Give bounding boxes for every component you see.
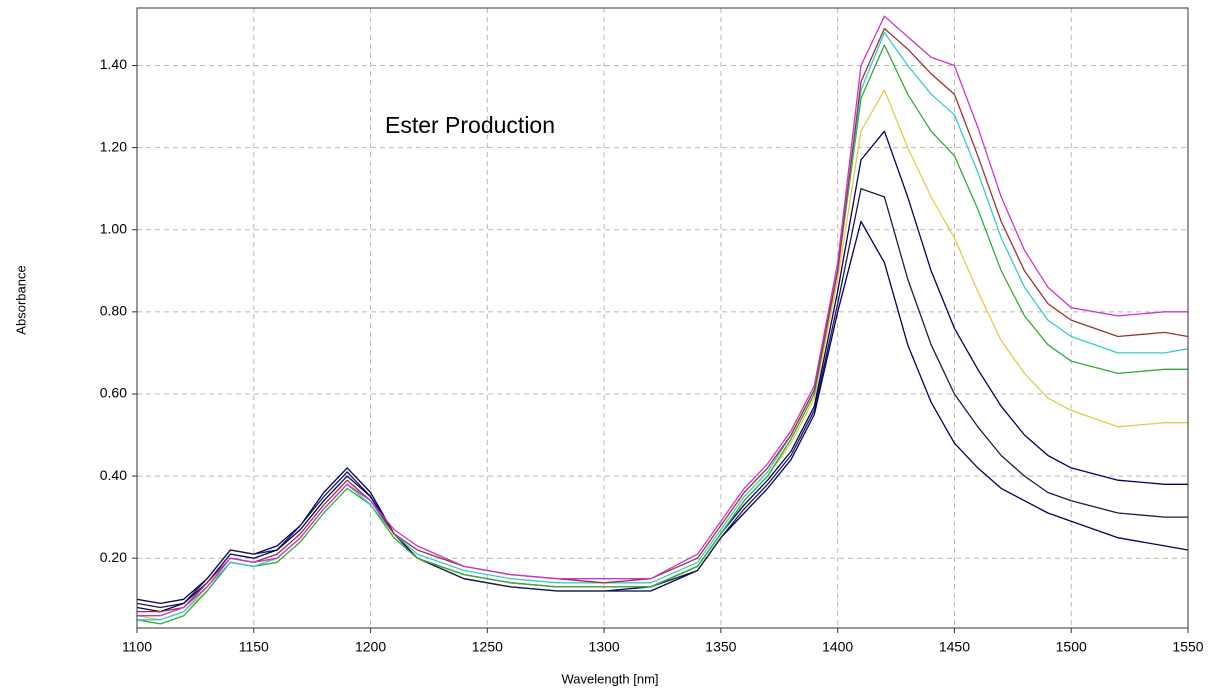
x-tick-label: 1100 bbox=[122, 639, 152, 655]
plot-lines bbox=[137, 15, 1188, 625]
x-tick-label: 1500 bbox=[1056, 639, 1087, 655]
x-tick-label: 1350 bbox=[705, 639, 736, 655]
spectrum-line bbox=[137, 89, 1188, 621]
spectrum-line bbox=[137, 188, 1188, 609]
x-tick-label: 1250 bbox=[472, 639, 503, 655]
y-tick-label: 0.20 bbox=[100, 549, 127, 565]
y-tick-label: 1.00 bbox=[100, 220, 127, 236]
x-tick-label: 1200 bbox=[355, 639, 386, 655]
spectrum-line bbox=[137, 15, 1188, 617]
y-tick-label: 1.20 bbox=[100, 138, 127, 154]
y-tick-label: 0.80 bbox=[100, 303, 127, 319]
y-tick-label: 0.60 bbox=[100, 385, 127, 401]
y-tick-label: 0.40 bbox=[100, 467, 127, 483]
y-axis-label: Absorbance bbox=[13, 265, 28, 334]
x-tick-label: 1300 bbox=[589, 639, 620, 655]
spectrum-line bbox=[137, 27, 1188, 613]
x-tick-label: 1450 bbox=[939, 639, 970, 655]
x-axis-label: Wavelength [nm] bbox=[561, 671, 658, 686]
plot-frame bbox=[136, 7, 1189, 629]
chart-title: Ester Production bbox=[385, 112, 555, 138]
y-tick-label: 1.40 bbox=[100, 56, 127, 72]
x-tick-label: 1150 bbox=[239, 639, 269, 655]
spectrum-line bbox=[137, 44, 1188, 625]
x-tick-label: 1550 bbox=[1172, 639, 1203, 655]
x-tick-label: 1400 bbox=[822, 639, 853, 655]
